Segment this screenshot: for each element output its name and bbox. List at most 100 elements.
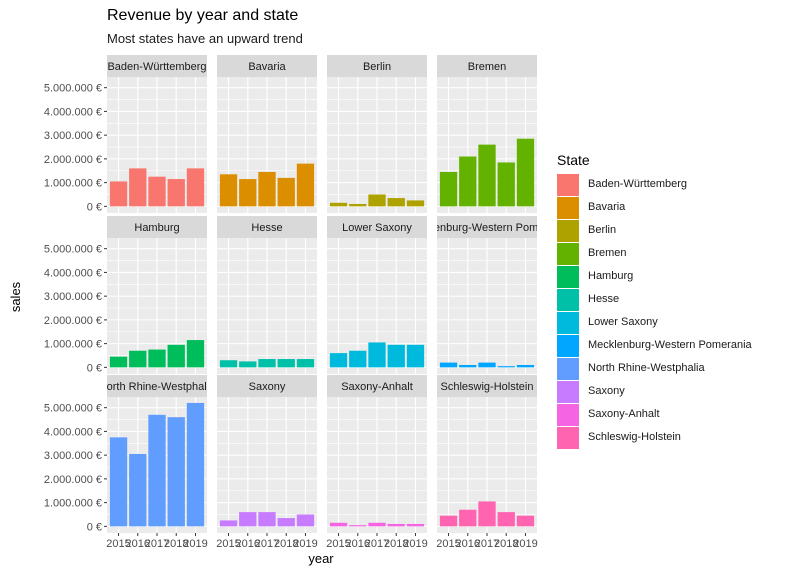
bar	[296, 163, 315, 207]
legend-key-swatch	[557, 220, 579, 242]
bar	[219, 360, 238, 368]
y-tick-label: 2.000.000 €	[44, 315, 102, 327]
legend-label: North Rhine-Westphalia	[588, 362, 705, 374]
facet-panel: Bremen	[437, 55, 537, 213]
legend-key-swatch	[557, 358, 579, 380]
bar	[478, 362, 496, 368]
chart-title: Revenue by year and state	[107, 7, 299, 24]
legend-item: Bavaria	[557, 196, 625, 219]
legend-key-swatch	[557, 312, 579, 334]
bar	[329, 202, 348, 207]
bar	[296, 514, 315, 527]
bar	[349, 350, 367, 368]
bar	[439, 515, 458, 527]
bar	[239, 361, 257, 368]
facet-strip	[437, 375, 537, 397]
facet-strip	[217, 216, 317, 238]
legend-label: Bavaria	[588, 201, 626, 213]
bar	[497, 162, 515, 207]
facet-strip-label: Berlin	[363, 61, 391, 73]
facet-strip	[107, 55, 207, 77]
bar	[148, 349, 166, 368]
bar	[516, 364, 535, 368]
x-tick-label: 2015	[436, 538, 460, 550]
legend-item: Berlin	[557, 219, 616, 242]
facet-strip	[437, 55, 537, 77]
legend-item: Lower Saxony	[557, 311, 658, 334]
bar	[277, 177, 295, 207]
y-tick-label: 3.000.000 €	[44, 130, 102, 142]
facet-strip	[217, 375, 317, 397]
facet-strip	[327, 375, 427, 397]
facet-strip	[217, 55, 317, 77]
bar	[349, 525, 367, 527]
legend-key-swatch	[557, 243, 579, 265]
x-tick-label: 2017	[475, 538, 499, 550]
x-axis-title: year	[308, 551, 334, 566]
x-tick-label: 2018	[384, 538, 408, 550]
legend-label: Saxony-Anhalt	[588, 408, 660, 420]
x-tick-label: 2018	[494, 538, 518, 550]
x-tick-label: 2019	[513, 538, 537, 550]
bar	[129, 168, 147, 207]
bar	[296, 359, 315, 368]
x-tick-label: 2019	[403, 538, 427, 550]
bar	[387, 344, 405, 368]
bar	[406, 344, 425, 368]
legend-item: Mecklenburg-Western Pomerania	[557, 334, 752, 357]
legend-title: State	[557, 152, 590, 168]
y-tick-label: 5.000.000 €	[44, 83, 102, 95]
y-tick-label: 0 €	[87, 201, 102, 213]
bar	[329, 353, 348, 368]
x-tick-label: 2017	[255, 538, 279, 550]
legend-item: Baden-Württemberg	[557, 173, 687, 196]
bar	[497, 366, 515, 368]
bar	[406, 200, 425, 207]
bar	[459, 509, 477, 527]
x-tick-label: 2018	[274, 538, 298, 550]
bar	[186, 168, 205, 207]
bar	[258, 359, 276, 368]
legend-key-swatch	[557, 197, 579, 219]
facet-strip-label: Hesse	[251, 222, 282, 234]
x-tick-label: 2017	[145, 538, 169, 550]
facet-panel: Berlin	[327, 55, 427, 213]
bar	[109, 356, 128, 368]
facet-strip	[327, 216, 427, 238]
bar	[387, 198, 405, 207]
x-tick-label: 2016	[456, 538, 480, 550]
legend-label: Berlin	[588, 224, 617, 236]
legend-label: Saxony	[588, 385, 625, 397]
bar	[439, 171, 458, 207]
y-tick-label: 1.000.000 €	[44, 339, 102, 351]
bar	[258, 512, 276, 527]
bar	[129, 350, 147, 368]
legend-key-swatch	[557, 381, 579, 403]
legend-label: Hesse	[588, 293, 620, 305]
legend-label: Hamburg	[588, 270, 634, 282]
bar	[497, 512, 515, 527]
legend-item: Saxony	[557, 380, 625, 403]
bar	[186, 402, 205, 527]
bar	[349, 203, 367, 207]
facet-strip-label: Schleswig-Holstein	[441, 381, 534, 393]
legend-item: Schleswig-Holstein	[557, 426, 681, 449]
bar	[219, 174, 238, 207]
bar	[277, 518, 295, 527]
bar	[129, 453, 147, 527]
facet-strip-label: Saxony-Anhalt	[341, 381, 413, 393]
facet-strip-label: Bremen	[468, 61, 507, 73]
legend-key-swatch	[557, 174, 579, 196]
legend-label: Mecklenburg-Western Pomerania	[588, 339, 752, 351]
bar	[277, 359, 295, 368]
y-tick-label: 2.000.000 €	[44, 154, 102, 166]
chart-subtitle: Most states have an upward trend	[107, 31, 303, 46]
legend-item: Bremen	[557, 242, 627, 265]
legend-label: Lower Saxony	[588, 316, 658, 328]
facet-strip-label: Lower Saxony	[342, 222, 412, 234]
bar	[167, 179, 185, 207]
bar	[258, 171, 276, 207]
bar	[148, 414, 166, 527]
facet-strip	[327, 55, 427, 77]
bar	[439, 362, 458, 368]
